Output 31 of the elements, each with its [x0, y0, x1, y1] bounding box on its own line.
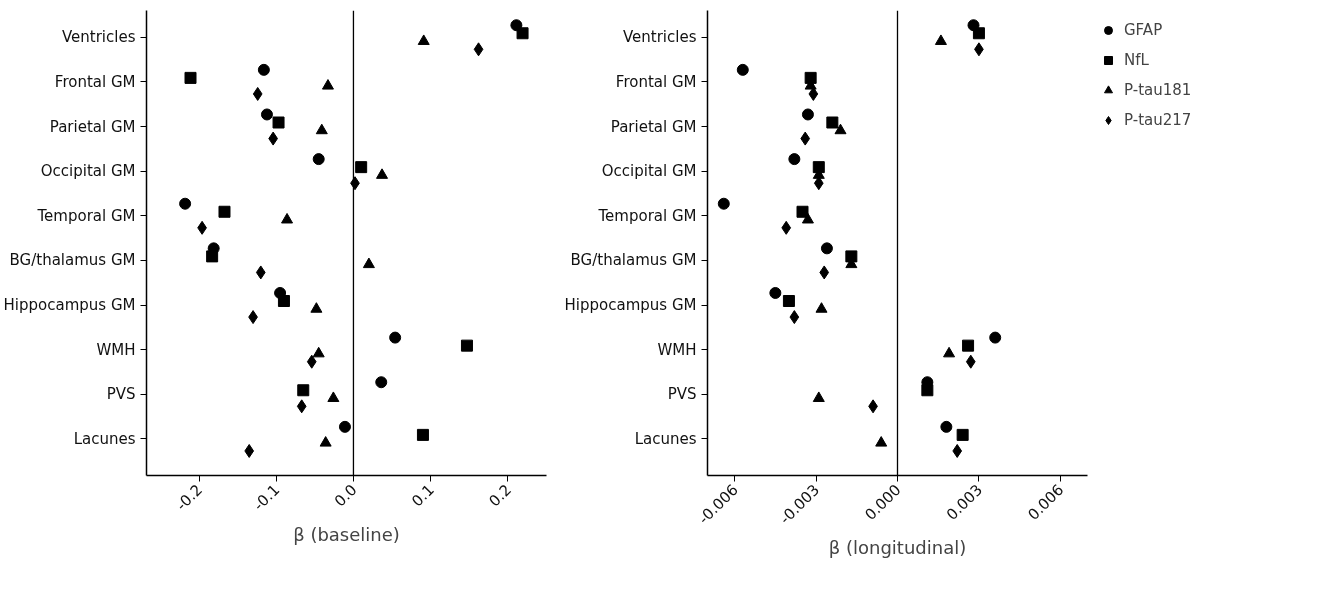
y-tick-label: WMH: [96, 340, 136, 359]
x-tick-label: 0.1: [408, 480, 438, 511]
y-tick-label: Parietal GM: [49, 117, 136, 136]
legend-label: P-tau181: [1124, 81, 1192, 99]
y-tick-label: Parietal GM: [610, 117, 697, 136]
y-tick-label: Ventricles: [61, 28, 136, 47]
y-tick-label: Occipital GM: [40, 162, 136, 181]
x-tick-label: -0.2: [172, 480, 207, 515]
y-tick-label: Lacunes: [634, 429, 697, 448]
y-tick-label: WMH: [657, 340, 697, 359]
y-tick-label: Temporal GM: [36, 206, 136, 225]
y-tick-label: Temporal GM: [597, 206, 697, 225]
legend-label: P-tau217: [1124, 111, 1192, 129]
x-tick-label: 0.0: [330, 480, 361, 511]
legend-label: NfL: [1124, 51, 1149, 69]
y-tick-label: Hippocampus GM: [3, 296, 136, 315]
y-tick-label: Occipital GM: [601, 162, 697, 181]
x-axis-title: β (baseline): [293, 523, 400, 545]
x-tick-label: -0.1: [249, 480, 284, 515]
x-axis-title: β (longitudinal): [828, 537, 967, 559]
y-tick-label: PVS: [667, 385, 697, 404]
x-tick-label: 0.2: [485, 480, 515, 511]
y-tick-label: BG/thalamus GM: [570, 251, 697, 270]
legend-label: GFAP: [1124, 21, 1163, 39]
y-tick-label: BG/thalamus GM: [9, 251, 136, 270]
y-tick-label: Ventricles: [622, 28, 697, 47]
y-tick-label: Frontal GM: [54, 72, 136, 91]
y-tick-label: Frontal GM: [615, 72, 697, 91]
y-tick-label: PVS: [106, 385, 136, 404]
y-tick-label: Hippocampus GM: [564, 296, 697, 315]
y-tick-label: Lacunes: [73, 429, 136, 448]
